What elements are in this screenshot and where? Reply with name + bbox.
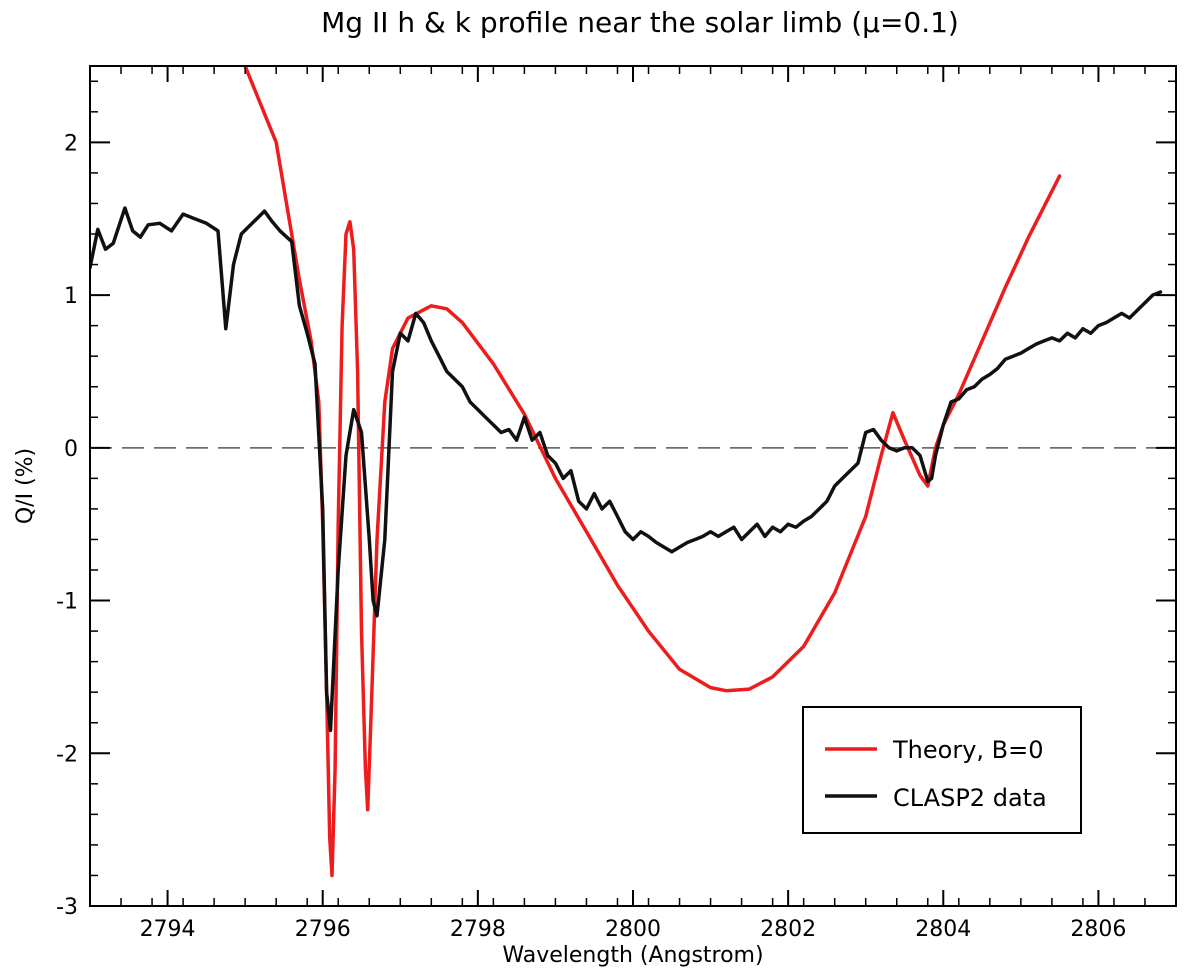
y-axis-title: Q/I (%)	[13, 448, 38, 524]
y-tick-label: -2	[56, 742, 78, 767]
x-tick-label: 2806	[1070, 917, 1126, 942]
x-tick-label: 2798	[450, 917, 506, 942]
legend: Theory, B=0 CLASP2 data	[802, 706, 1082, 834]
legend-box	[802, 706, 1082, 834]
y-tick-label: 2	[64, 131, 78, 156]
x-tick-label: 2804	[915, 917, 971, 942]
legend-label-theory: Theory, B=0	[892, 736, 1044, 764]
x-tick-label: 2800	[605, 917, 661, 942]
y-tick-label: 0	[64, 437, 78, 462]
x-tick-label: 2802	[760, 917, 816, 942]
x-tick-label: 2794	[140, 917, 196, 942]
x-axis-title: Wavelength (Angstrom)	[502, 943, 763, 968]
legend-label-clasp2: CLASP2 data	[893, 784, 1047, 812]
series-line-theory	[243, 66, 1062, 878]
y-tick-label: 1	[64, 284, 78, 309]
x-tick-label: 2796	[295, 917, 351, 942]
chart-title: Mg II h & k profile near the solar limb …	[321, 6, 959, 39]
y-tick-label: -1	[56, 590, 78, 615]
y-tick-label: -3	[56, 895, 78, 920]
series-line-clasp2	[90, 206, 1163, 733]
